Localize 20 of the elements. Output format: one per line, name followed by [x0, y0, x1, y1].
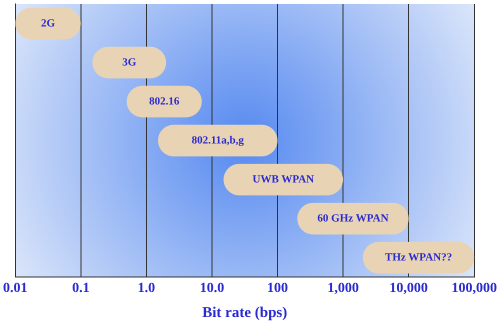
bar: [224, 164, 344, 196]
x-tick-label: 10.0: [200, 281, 224, 296]
x-tick-label: 1,000: [327, 281, 359, 296]
bar: [297, 202, 409, 234]
y-tick-label: 60 GHz WPAN: [317, 212, 389, 224]
x-axis-title: Bit rate (bps): [202, 304, 288, 321]
y-tick-label: 802.11a,b,g: [192, 134, 244, 146]
x-tick-label: 0.01: [3, 281, 28, 296]
y-tick-label: 3G: [122, 56, 137, 68]
y-tick-label: 802.16: [149, 95, 180, 108]
x-tick-label: 0.1: [72, 281, 90, 296]
x-tick-label: 100,000: [452, 281, 497, 296]
x-tick-label: 1.0: [138, 281, 156, 296]
y-tick-label: 2G: [41, 17, 56, 30]
y-tick-label: THz WPAN??: [384, 252, 452, 264]
x-tick-label: 100: [267, 281, 288, 296]
x-tick-label: 10,000: [389, 281, 428, 296]
bar: [158, 124, 278, 156]
y-tick-label: UWB WPAN: [252, 173, 314, 186]
bar: [362, 242, 474, 274]
